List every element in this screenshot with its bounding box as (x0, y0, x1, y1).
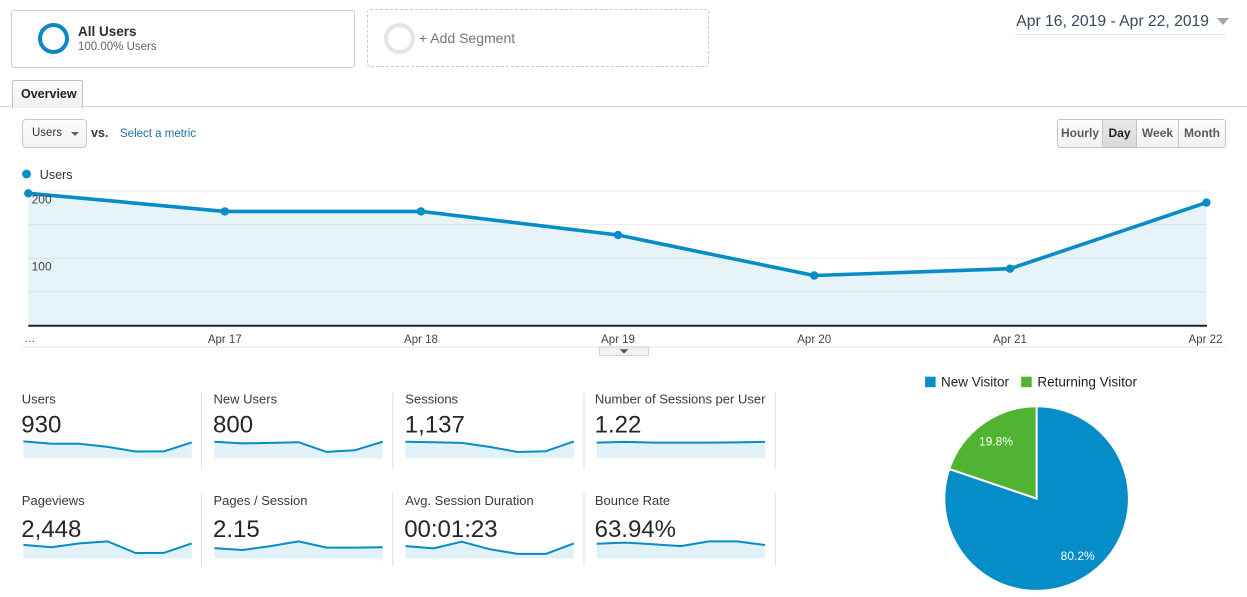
svg-text:1.22: 1.22 (595, 412, 642, 439)
svg-text:Apr 22: Apr 22 (1189, 334, 1223, 346)
svg-text:63.94%: 63.94% (595, 516, 676, 543)
svg-text:Apr 19: Apr 19 (601, 334, 635, 346)
svg-text:1,137: 1,137 (405, 412, 465, 439)
svg-text:Apr 17: Apr 17 (208, 334, 242, 346)
svg-text:Sessions: Sessions (405, 392, 458, 407)
svg-text:New Visitor: New Visitor (941, 375, 1010, 390)
svg-text:Apr 21: Apr 21 (993, 334, 1027, 346)
svg-text:Apr 18: Apr 18 (404, 334, 438, 346)
svg-text:…: … (24, 333, 36, 345)
svg-text:800: 800 (213, 412, 253, 439)
svg-text:New Users: New Users (214, 392, 278, 407)
svg-text:100: 100 (32, 260, 52, 274)
svg-text:2,448: 2,448 (21, 516, 81, 543)
svg-text:Avg. Session Duration: Avg. Session Duration (405, 493, 533, 508)
svg-text:00:01:23: 00:01:23 (404, 516, 497, 543)
svg-text:19.8%: 19.8% (979, 434, 1013, 448)
svg-text:80.2%: 80.2% (1061, 549, 1095, 563)
svg-text:930: 930 (21, 412, 61, 439)
svg-text:Number of Sessions per User: Number of Sessions per User (595, 392, 766, 407)
svg-text:Users: Users (22, 392, 56, 407)
svg-text:Pages / Session: Pages / Session (214, 493, 308, 508)
svg-text:Users: Users (40, 168, 73, 182)
svg-text:Returning Visitor: Returning Visitor (1037, 375, 1137, 390)
svg-text:Apr 20: Apr 20 (797, 334, 831, 346)
svg-text:2.15: 2.15 (213, 516, 260, 543)
svg-text:Bounce Rate: Bounce Rate (595, 493, 670, 508)
svg-text:Pageviews: Pageviews (22, 493, 85, 508)
svg-text:200: 200 (32, 193, 52, 207)
